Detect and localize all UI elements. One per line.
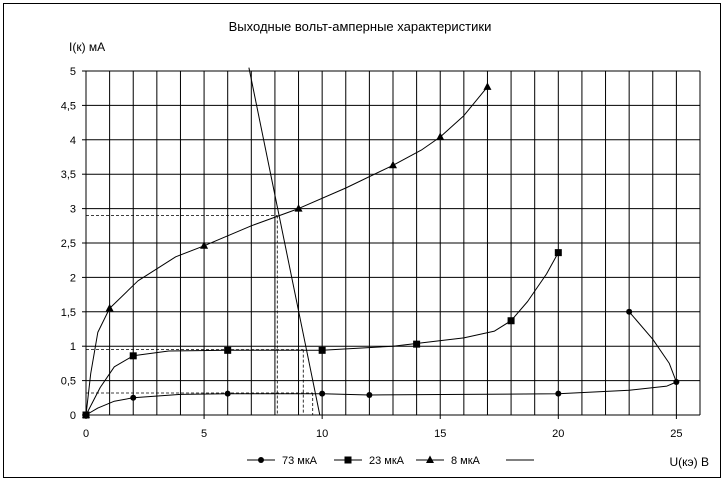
- y-tick-label: 5: [70, 66, 76, 78]
- data-point-series-2: [507, 317, 515, 325]
- data-point-series-2: [413, 340, 421, 348]
- data-point-series-1: [626, 308, 633, 315]
- series-line-4: [248, 67, 321, 416]
- y-tick-label: 3,5: [61, 169, 76, 181]
- legend-marker: [344, 456, 352, 464]
- data-point-series-1: [224, 390, 231, 397]
- y-tick-label: 4,5: [61, 100, 76, 112]
- legend-label: 8 мкА: [451, 455, 481, 467]
- x-tick-label: 5: [201, 428, 207, 440]
- x-axis-label: U(кэ) В: [669, 455, 709, 469]
- data-point-series-3: [483, 82, 492, 90]
- legend-marker: [426, 455, 434, 463]
- data-point-series-1: [319, 390, 326, 397]
- y-tick-label: 4: [70, 135, 76, 147]
- legend-label: 73 мкА: [282, 455, 318, 467]
- data-point-series-2: [318, 346, 326, 354]
- data-point-series-1: [366, 392, 373, 399]
- x-tick-label: 25: [670, 428, 682, 440]
- chart-frame: 0 5 10 15 20 25 0 0,5 1 1,5 2 2,5 3 3,5 4 4,5 5 Выходные …: [3, 3, 721, 478]
- x-tick-label: 15: [434, 428, 446, 440]
- y-tick-label: 0,5: [61, 376, 76, 388]
- chart-title: Выходные вольт-амперные характеристики: [229, 19, 492, 34]
- y-tick-label: 2: [70, 272, 76, 284]
- y-tick-label: 1: [70, 341, 76, 353]
- data-point-series-1: [130, 394, 137, 401]
- x-tick-label: 0: [83, 428, 89, 440]
- data-point-series-2: [224, 346, 232, 354]
- data-point-series-3: [436, 132, 445, 141]
- data-point-series-1: [555, 390, 562, 397]
- series-line-2: [85, 252, 559, 416]
- data-point-series-2: [129, 352, 137, 360]
- data-point-series-3: [389, 160, 397, 169]
- y-tick-label: 3: [70, 204, 76, 216]
- legend-label: 23 мкА: [369, 455, 405, 467]
- chart: 0 5 10 15 20 25 0 0,5 1 1,5 2 2,5 3 3,5 4 4,5 5 Выходные …: [61, 19, 709, 469]
- series-line-1: [85, 311, 677, 416]
- y-axis-label: I(к) мА: [69, 40, 105, 54]
- y-tick-label: 1,5: [61, 307, 76, 319]
- y-tick-label: 0: [70, 410, 76, 422]
- legend-marker: [258, 457, 264, 463]
- data-point-series-3: [105, 303, 114, 312]
- data-point-series-1: [673, 378, 680, 385]
- data-point-series-3: [82, 410, 90, 418]
- series-line-3: [85, 86, 488, 416]
- y-tick-label: 2,5: [61, 238, 76, 250]
- data-point-series-2: [554, 249, 562, 257]
- data-point-series-3: [294, 204, 303, 212]
- x-tick-label: 10: [316, 428, 328, 440]
- data-point-series-3: [200, 241, 209, 249]
- x-tick-label: 20: [552, 428, 564, 440]
